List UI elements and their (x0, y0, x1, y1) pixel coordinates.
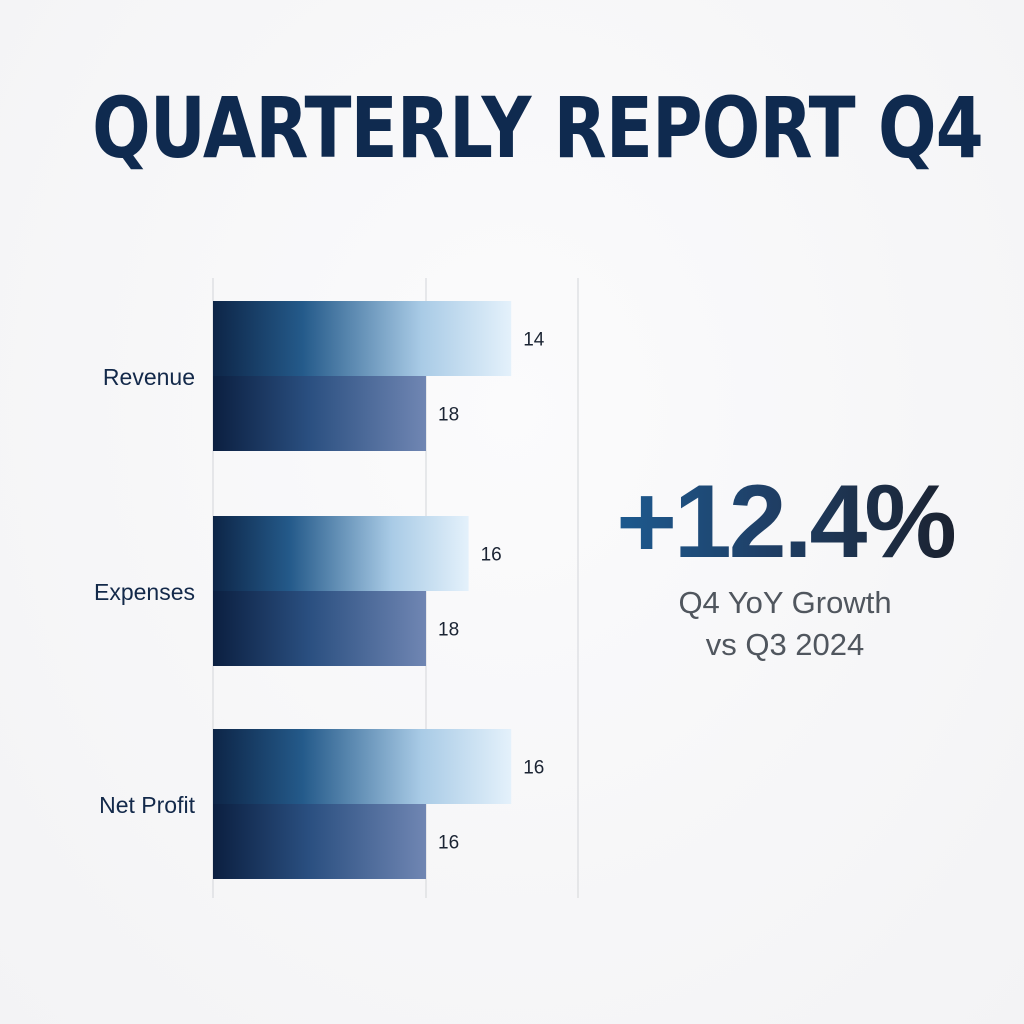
bar-revenue-1 (213, 301, 512, 376)
value-label-expenses-2: 18 (438, 620, 459, 641)
category-label-net-profit: Net Profit (99, 792, 195, 818)
labels-group: Revenue 14 18 Expenses 16 18 Net Profit 16 16 (94, 330, 545, 854)
bar-net-profit-1 (213, 729, 512, 804)
kpi-caption-line1: Q4 YoY Growth (678, 585, 892, 620)
kpi-caption-line2: vs Q3 2024 (705, 627, 865, 662)
bars-group (213, 301, 512, 879)
bar-revenue-2 (213, 376, 426, 451)
value-label-revenue-2: 18 (438, 405, 459, 426)
category-label-revenue: Revenue (103, 364, 195, 390)
bar-net-profit-2 (213, 804, 426, 879)
bar-expenses-2 (213, 591, 426, 666)
kpi-caption: Q4 YoY Growth vs Q3 2024 (560, 582, 1010, 666)
page-title: QUARTERLY REPORT Q4 (92, 79, 983, 177)
kpi-value-text: +12.4% (616, 464, 957, 580)
bar-expenses-1 (213, 516, 469, 591)
value-label-revenue-1: 14 (523, 330, 545, 351)
value-label-net-profit-1: 16 (523, 758, 544, 779)
value-label-net-profit-2: 16 (438, 833, 459, 854)
kpi-value: +12.4% (580, 462, 990, 582)
value-label-expenses-1: 16 (481, 545, 502, 566)
category-label-expenses: Expenses (94, 579, 195, 605)
